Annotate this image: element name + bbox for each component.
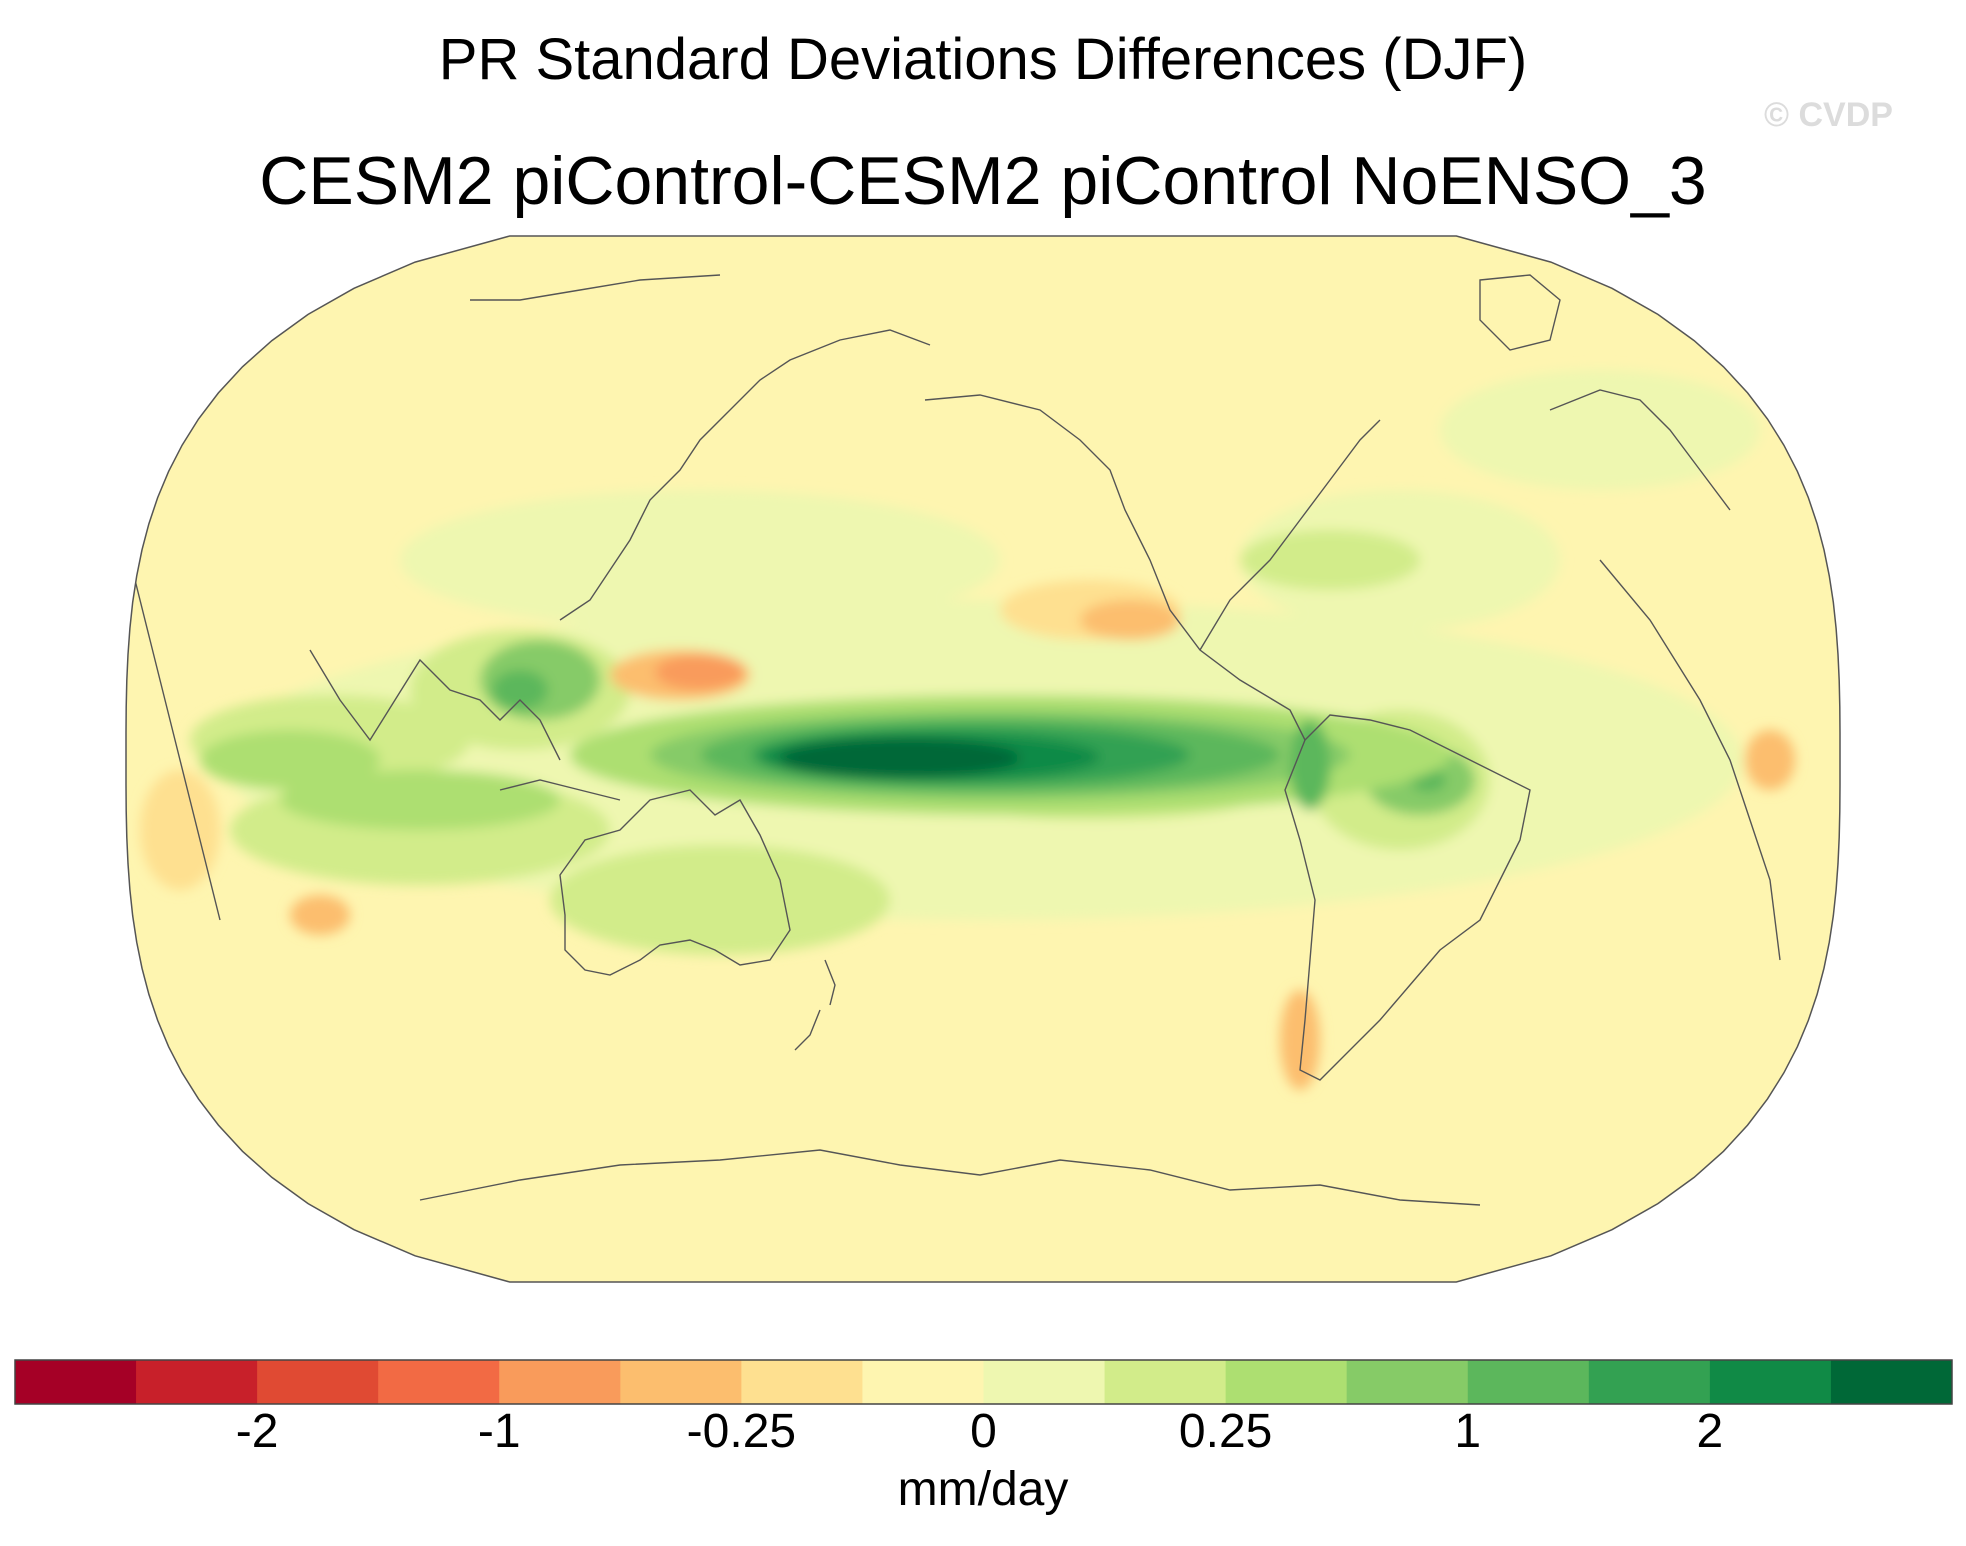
coastline-asia <box>470 274 931 621</box>
colorbar-swatch <box>741 1360 863 1404</box>
colorbar-tick-label: 1 <box>1454 1405 1482 1458</box>
colorbar-swatch <box>1104 1360 1227 1404</box>
colorbar-frame <box>14 1359 1953 1405</box>
colorbar-swatch <box>1709 1360 1832 1404</box>
contour-region <box>1745 730 1795 790</box>
colorbar-units: mm/day <box>897 1463 1069 1516</box>
colorbar-tick-label: -2 <box>235 1405 279 1458</box>
contour-region <box>1080 600 1180 640</box>
coastline-australia <box>559 789 791 976</box>
plot-subtitle: CESM2 piControl-CESM2 piControl NoENSO_3 <box>259 143 1707 219</box>
coastline-south-asia <box>309 649 621 801</box>
colorbar-swatch <box>983 1360 1106 1404</box>
coastline-south-america <box>1284 714 1531 1081</box>
colorbar-swatch <box>1225 1360 1348 1404</box>
colorbar-swatch <box>257 1360 379 1404</box>
contour-region <box>290 895 350 935</box>
colorbar-swatch <box>1467 1360 1590 1404</box>
contour-region <box>1240 530 1420 590</box>
contour-region <box>550 845 890 955</box>
contour-region <box>200 730 380 790</box>
colorbar-swatch <box>1346 1360 1469 1404</box>
contour-region <box>492 670 548 710</box>
colorbar-swatch <box>15 1360 137 1404</box>
coastline-new-zealand <box>794 959 836 1051</box>
colorbar-swatch <box>620 1360 742 1404</box>
contour-region <box>140 770 220 890</box>
colorbar-tick-label: -0.25 <box>686 1405 797 1458</box>
plot-title: PR Standard Deviations Differences (DJF) <box>438 27 1528 92</box>
colorbar-tick-label: 0 <box>970 1405 997 1458</box>
colorbar-swatch <box>499 1360 621 1404</box>
contour-region <box>280 770 560 830</box>
colorbar-swatch <box>136 1360 258 1404</box>
colorbar-tick-label: 0.25 <box>1178 1405 1273 1458</box>
contour-region <box>1280 990 1320 1090</box>
colorbar-swatch <box>862 1360 984 1404</box>
colorbar-tick-label: 2 <box>1696 1405 1724 1458</box>
contour-region <box>655 654 745 690</box>
contour-region <box>400 490 1000 630</box>
contour-region <box>780 738 1020 778</box>
contour-region <box>1290 720 1330 810</box>
colorbar-swatch <box>1830 1360 1953 1404</box>
watermark: © CVDP <box>1764 96 1893 134</box>
colorbar-tick-label: -1 <box>477 1405 521 1458</box>
coastline-greenland <box>1479 274 1561 351</box>
coastline-antarctica <box>419 1149 1481 1206</box>
contour-region <box>1440 370 1760 490</box>
colorbar-swatch <box>378 1360 500 1404</box>
coastline-north-america <box>924 394 1381 741</box>
coastline-africa <box>129 559 1781 961</box>
coastlines <box>129 274 1791 1206</box>
precip-contours <box>140 370 1795 1090</box>
colorbar-swatch <box>1588 1360 1711 1404</box>
